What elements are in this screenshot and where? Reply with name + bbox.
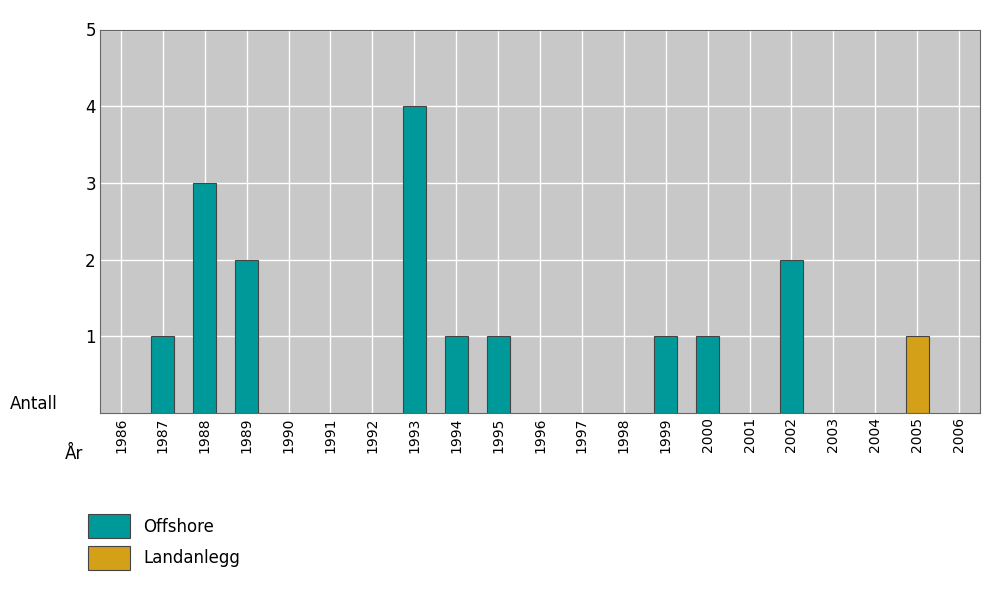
Legend: Offshore, Landanlegg: Offshore, Landanlegg bbox=[88, 514, 240, 570]
Bar bbox=[906, 336, 929, 413]
Bar bbox=[445, 336, 468, 413]
Text: Antall: Antall bbox=[10, 395, 58, 413]
Bar bbox=[403, 106, 426, 413]
Bar bbox=[193, 183, 216, 413]
Text: År: År bbox=[65, 445, 83, 464]
Bar bbox=[780, 260, 803, 413]
Bar bbox=[696, 336, 719, 413]
Bar bbox=[151, 336, 174, 413]
Bar bbox=[487, 336, 510, 413]
Bar bbox=[235, 260, 258, 413]
Bar bbox=[654, 336, 677, 413]
